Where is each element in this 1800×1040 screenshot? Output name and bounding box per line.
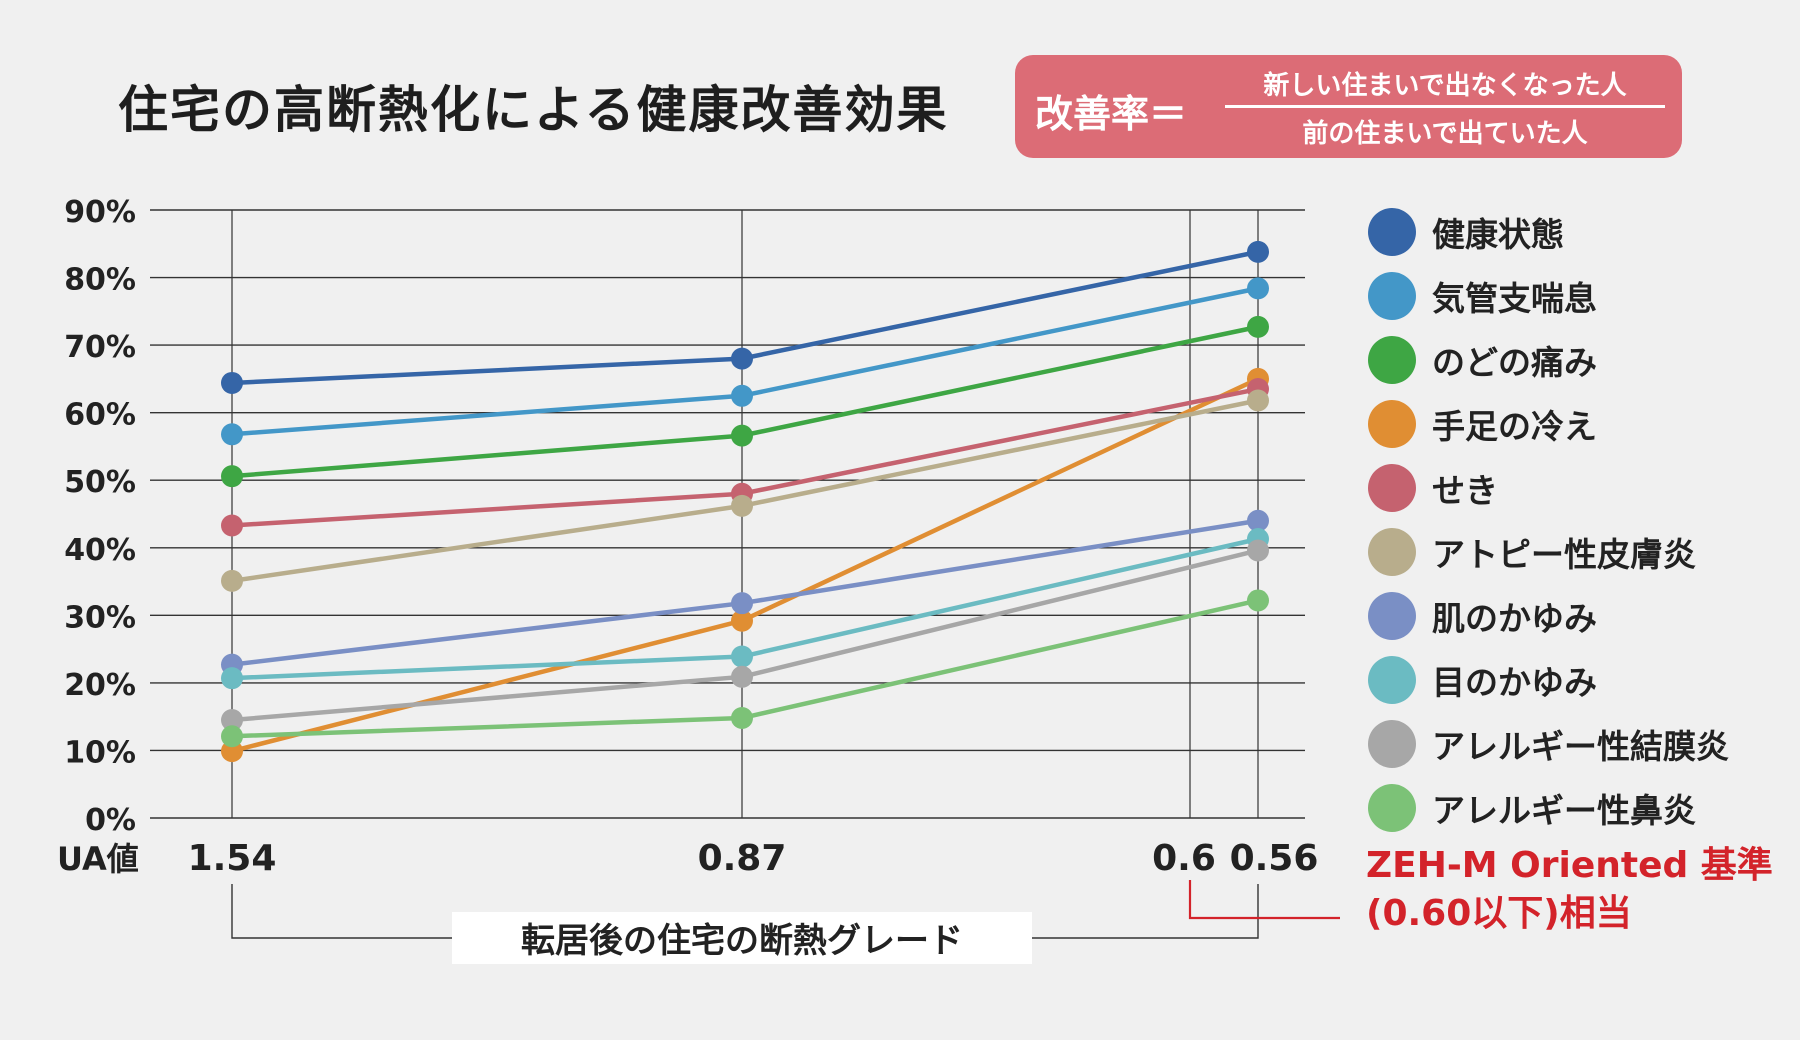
legend-swatch	[1368, 784, 1416, 832]
legend-item: 健康状態	[1368, 200, 1729, 264]
y-tick-label: 90%	[64, 195, 136, 230]
data-point-0-1	[731, 347, 753, 370]
formula-denominator: 前の住まいで出ていた人	[1302, 119, 1588, 149]
legend-swatch	[1368, 400, 1416, 448]
zeh-annotation-line1: ZEH-M Oriented 基準	[1366, 845, 1773, 886]
x-tick-label: 0.6	[1152, 838, 1216, 879]
data-point-5-2	[1247, 389, 1269, 412]
legend-swatch	[1368, 464, 1416, 512]
legend-swatch	[1368, 592, 1416, 640]
data-point-5-0	[221, 569, 243, 592]
formula-fraction-bar	[1225, 105, 1665, 108]
legend-swatch	[1368, 528, 1416, 576]
x-axis-label: 転居後の住宅の断熱グレード	[521, 921, 963, 961]
data-point-2-2	[1247, 315, 1269, 338]
data-point-0-0	[221, 371, 243, 394]
data-point-9-1	[731, 707, 753, 730]
legend-item: のどの痛み	[1368, 328, 1729, 392]
y-tick-label: 50%	[64, 465, 136, 500]
y-tick-label: 80%	[64, 263, 136, 298]
y-tick-label: 20%	[64, 668, 136, 703]
data-point-2-1	[731, 424, 753, 447]
data-point-3-1	[731, 609, 753, 632]
data-point-7-0	[221, 667, 243, 690]
data-point-9-2	[1247, 589, 1269, 612]
legend-label: 健康状態	[1432, 215, 1564, 254]
data-point-8-1	[731, 665, 753, 688]
legend-item: 気管支喘息	[1368, 264, 1729, 328]
data-point-1-2	[1247, 277, 1269, 300]
data-point-1-1	[731, 384, 753, 407]
legend-item: 手足の冷え	[1368, 392, 1729, 456]
legend-label: 目のかゆみ	[1432, 663, 1597, 702]
axis-labels: 0% 10% 20% 30% 40% 50% 60% 70% 80% 90% 1.54 0.87 0.6…	[57, 195, 1318, 961]
chart-title: 住宅の高断熱化による健康改善効果	[118, 81, 949, 139]
y-tick-label: 40%	[64, 533, 136, 568]
data-point-4-0	[221, 514, 243, 537]
formula-numerator: 新しい住まいで出なくなった人	[1263, 71, 1627, 101]
zeh-annotation: ZEH-M Oriented 基準 (0.60以下)相当	[1366, 842, 1773, 938]
legend-item: 目のかゆみ	[1368, 648, 1729, 712]
data-point-1-0	[221, 423, 243, 446]
legend-item: せき	[1368, 456, 1729, 520]
legend-swatch	[1368, 336, 1416, 384]
legend-label: アトピー性皮膚炎	[1432, 535, 1696, 574]
x-tick-label: 0.56	[1230, 838, 1319, 879]
line-chart: 0% 10% 20% 30% 40% 50% 60% 70% 80% 90% 1.54 0.87 0.6…	[57, 195, 1340, 964]
legend-item: アレルギー性結膜炎	[1368, 712, 1729, 776]
axes	[231, 880, 1340, 964]
y-tick-label: 30%	[64, 600, 136, 635]
x-tick-label: 0.87	[698, 838, 787, 879]
legend-label: 気管支喘息	[1432, 279, 1597, 318]
legend-label: せき	[1432, 471, 1498, 510]
legend-label: アレルギー性結膜炎	[1432, 727, 1729, 766]
data-point-9-0	[221, 725, 243, 748]
data-point-6-1	[731, 592, 753, 615]
xlabel-background	[452, 912, 1032, 964]
legend-item: アトピー性皮膚炎	[1368, 520, 1729, 584]
data-point-8-2	[1247, 539, 1269, 562]
data-point-6-2	[1247, 509, 1269, 532]
data-point-0-2	[1247, 240, 1269, 263]
data-point-2-0	[221, 465, 243, 488]
data-points	[221, 240, 1269, 763]
data-point-5-1	[731, 494, 753, 517]
legend-item: アレルギー性鼻炎	[1368, 776, 1729, 840]
zeh-annotation-line2: (0.60以下)相当	[1366, 893, 1632, 934]
data-point-8-0	[221, 709, 243, 732]
legend-swatch	[1368, 720, 1416, 768]
y-tick-label: 0%	[85, 803, 136, 838]
zeh-connector	[1188, 880, 1340, 920]
legend-label: アレルギー性鼻炎	[1432, 791, 1696, 830]
y-tick-label: 60%	[64, 398, 136, 433]
formula-box: 改善率＝ 新しい住まいで出なくなった人 前の住まいで出ていた人	[1015, 55, 1682, 158]
legend-swatch	[1368, 208, 1416, 256]
legend-label: 手足の冷え	[1432, 407, 1597, 446]
data-point-7-1	[731, 645, 753, 668]
legend-swatch	[1368, 656, 1416, 704]
legend-item: 肌のかゆみ	[1368, 584, 1729, 648]
legend: 健康状態気管支喘息のどの痛み手足の冷えせきアトピー性皮膚炎 肌のかゆみ目のかゆみア…	[1368, 200, 1729, 840]
legend-label: 肌のかゆみ	[1432, 599, 1597, 638]
legend-swatch	[1368, 272, 1416, 320]
x-tick-label: 1.54	[188, 838, 277, 879]
legend-label: のどの痛み	[1432, 343, 1597, 382]
formula-label: 改善率＝	[1035, 92, 1188, 136]
x-axis-prefix-label: UA値	[57, 840, 139, 878]
y-tick-label: 10%	[64, 735, 136, 770]
y-tick-label: 70%	[64, 330, 136, 365]
